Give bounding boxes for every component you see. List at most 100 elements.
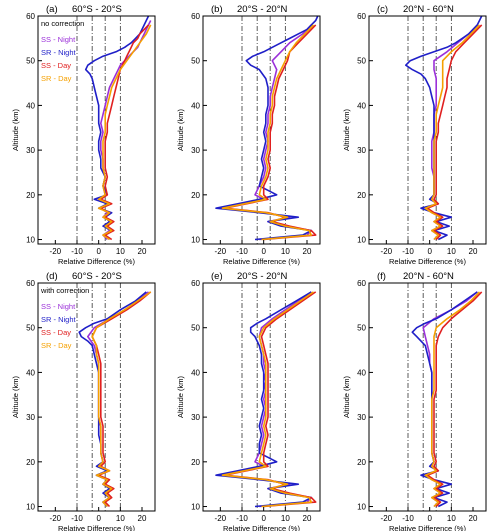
series-line-ss-day: [426, 291, 483, 508]
x-axis-label: Relative Difference (%): [223, 257, 300, 266]
panel-label: (d): [46, 271, 58, 282]
legend-entry: SR - Day: [41, 74, 72, 83]
y-tick-label: 60: [191, 279, 200, 288]
series-line-sr-night: [404, 15, 483, 241]
panel-f: -20 -10 0 10 20 10 20 30 40 50 60 Relative Differen…: [342, 271, 487, 531]
y-tick-label: 40: [26, 368, 35, 377]
x-tick-label: 0: [96, 514, 101, 523]
series-line-ss-night: [219, 24, 313, 241]
y-tick-label: 30: [191, 146, 200, 155]
series-line-sr-night: [215, 291, 313, 508]
axes-frame: [37, 15, 156, 245]
legend-entry: SS - Night: [41, 35, 76, 44]
y-tick-label: 50: [26, 324, 35, 333]
x-tick-label: -10: [71, 247, 83, 256]
y-tick-label: 50: [191, 324, 200, 333]
y-tick-label: 20: [357, 191, 366, 200]
panel-label: (c): [377, 4, 388, 15]
legend-entry: SS - Day: [41, 61, 71, 70]
legend-entry: SS - Night: [41, 302, 76, 311]
series-line-ss-day: [426, 24, 483, 241]
panel-label: (b): [211, 4, 223, 15]
y-tick-label: 50: [357, 324, 366, 333]
y-axis-label: Altitude (km): [176, 375, 185, 418]
x-tick-label: -20: [50, 514, 62, 523]
series-line-sr-day: [221, 291, 314, 508]
x-tick-label: -10: [71, 514, 83, 523]
panel-title: 20°N - 60°N: [403, 4, 454, 15]
panel-title: 20°S - 20°N: [237, 271, 288, 282]
x-tick-label: 10: [447, 514, 456, 523]
panel-title: 60°S - 20°S: [72, 271, 122, 282]
x-tick-label: -10: [236, 514, 248, 523]
x-tick-label: 20: [138, 514, 147, 523]
series-line-sr-day: [424, 24, 481, 241]
x-tick-label: -20: [381, 247, 393, 256]
x-tick-label: 20: [138, 247, 147, 256]
y-tick-label: 60: [357, 279, 366, 288]
y-tick-label: 60: [26, 12, 35, 21]
series-line-sr-night: [84, 15, 150, 241]
x-tick-label: 10: [281, 514, 290, 523]
x-tick-label: 20: [303, 514, 312, 523]
x-tick-label: 0: [427, 514, 432, 523]
axes-frame: [368, 15, 487, 245]
panel-label: (e): [211, 271, 223, 282]
y-axis-label: Altitude (km): [11, 108, 20, 151]
y-tick-label: 60: [357, 12, 366, 21]
panel-title: 20°S - 20°N: [237, 4, 288, 15]
panel-d: -20 -10 0 10 20 10 20 30 40 50 60 Relative Differen…: [11, 271, 156, 531]
y-tick-label: 50: [357, 57, 366, 66]
y-tick-label: 50: [26, 57, 35, 66]
axes-frame: [37, 282, 156, 512]
x-tick-label: -20: [381, 514, 393, 523]
y-tick-label: 30: [26, 413, 35, 422]
y-tick-label: 40: [191, 101, 200, 110]
x-tick-label: 10: [281, 247, 290, 256]
y-tick-label: 10: [26, 236, 35, 245]
y-tick-label: 40: [26, 101, 35, 110]
x-tick-label: -10: [402, 514, 414, 523]
legend-entry: SR - Night: [41, 48, 77, 57]
x-tick-label: 20: [469, 514, 478, 523]
y-axis-label: Altitude (km): [342, 375, 351, 418]
x-tick-label: -10: [402, 247, 414, 256]
y-tick-label: 20: [26, 458, 35, 467]
x-tick-label: -10: [236, 247, 248, 256]
x-tick-label: 10: [116, 514, 125, 523]
y-axis-label: Altitude (km): [342, 108, 351, 151]
x-axis-label: Relative Difference (%): [58, 257, 135, 266]
y-axis-label: Altitude (km): [176, 108, 185, 151]
y-tick-label: 20: [191, 458, 200, 467]
y-tick-label: 10: [357, 236, 366, 245]
series-line-sr-day: [91, 291, 152, 508]
panel-a: -20 -10 0 10 20 10 20 30 40 50 60 Relative Differen…: [11, 4, 156, 266]
series-line-ss-night: [97, 20, 152, 241]
legend-entry: SR - Day: [41, 341, 72, 350]
x-tick-label: 0: [427, 247, 432, 256]
x-tick-label: 10: [116, 247, 125, 256]
y-tick-label: 10: [191, 503, 200, 512]
annotation: no correction: [41, 19, 84, 28]
x-tick-label: 0: [261, 247, 266, 256]
y-tick-label: 40: [357, 101, 366, 110]
x-axis-label: Relative Difference (%): [389, 524, 466, 531]
y-tick-label: 20: [357, 458, 366, 467]
panel-e: -20 -10 0 10 20 10 20 30 40 50 60 Relative Differen…: [176, 271, 321, 531]
y-tick-label: 30: [191, 413, 200, 422]
panel-title: 60°S - 20°S: [72, 4, 122, 15]
series-line-ss-day: [100, 24, 150, 241]
legend-entry: SS - Day: [41, 328, 71, 337]
x-tick-label: 10: [447, 247, 456, 256]
x-axis-label: Relative Difference (%): [58, 524, 135, 531]
y-tick-label: 10: [191, 236, 200, 245]
y-tick-label: 60: [191, 12, 200, 21]
y-tick-label: 60: [26, 279, 35, 288]
series-line-sr-day: [97, 24, 152, 241]
x-axis-label: Relative Difference (%): [389, 257, 466, 266]
legend-entry: SR - Night: [41, 315, 77, 324]
y-tick-label: 30: [357, 413, 366, 422]
y-tick-label: 50: [191, 57, 200, 66]
x-tick-label: 20: [303, 247, 312, 256]
